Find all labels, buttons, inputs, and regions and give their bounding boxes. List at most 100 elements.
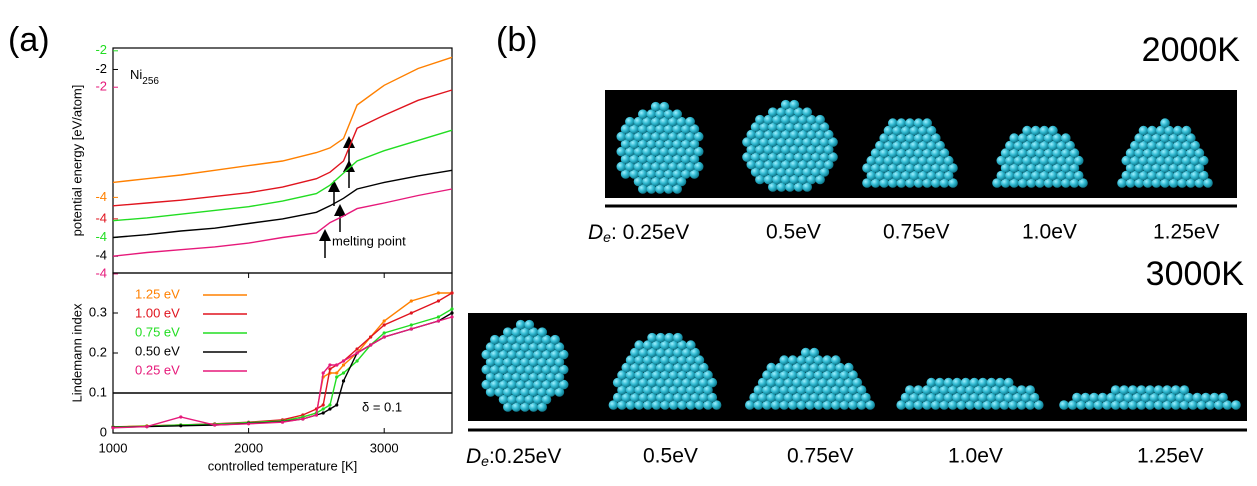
atom bbox=[1018, 163, 1028, 173]
atom bbox=[1012, 392, 1023, 403]
atom bbox=[677, 400, 687, 410]
atom bbox=[1168, 148, 1179, 158]
atom bbox=[1003, 377, 1014, 388]
atom bbox=[822, 370, 832, 380]
series-line bbox=[112, 129, 453, 222]
atom bbox=[768, 182, 778, 192]
atom bbox=[952, 377, 962, 388]
atom bbox=[862, 178, 872, 188]
atom bbox=[1030, 155, 1041, 166]
atom bbox=[770, 385, 781, 395]
atom bbox=[1016, 385, 1027, 395]
legend-label: 0.25 eV bbox=[135, 362, 180, 377]
atom bbox=[1190, 155, 1200, 166]
atom bbox=[668, 400, 679, 410]
atom bbox=[1177, 148, 1187, 158]
atom bbox=[813, 370, 824, 380]
atom bbox=[956, 385, 967, 395]
atom bbox=[1000, 163, 1011, 173]
atom bbox=[511, 372, 522, 382]
atom bbox=[1061, 163, 1071, 173]
atom bbox=[818, 377, 828, 388]
data-point bbox=[328, 407, 332, 411]
atom bbox=[612, 392, 623, 403]
atom bbox=[776, 152, 787, 162]
atom bbox=[1188, 400, 1198, 410]
atom bbox=[905, 385, 915, 395]
atom bbox=[1048, 170, 1058, 181]
atom bbox=[852, 377, 863, 388]
atom bbox=[828, 152, 838, 162]
atom bbox=[772, 144, 782, 155]
atom bbox=[746, 144, 757, 155]
atom bbox=[664, 377, 675, 388]
atom bbox=[909, 170, 920, 181]
atom bbox=[629, 124, 639, 134]
atom bbox=[943, 377, 954, 388]
atom bbox=[1106, 392, 1117, 403]
atom bbox=[969, 392, 980, 403]
y-tick-label: 0.1 bbox=[89, 384, 107, 399]
atom bbox=[798, 144, 808, 155]
atom bbox=[546, 372, 556, 382]
atom bbox=[900, 125, 911, 136]
atom bbox=[494, 387, 505, 397]
atom bbox=[677, 355, 687, 365]
atom bbox=[490, 364, 500, 375]
atom bbox=[515, 349, 526, 360]
atom bbox=[681, 154, 691, 164]
atom bbox=[943, 155, 954, 166]
atom bbox=[991, 385, 1001, 395]
atom bbox=[913, 163, 924, 173]
atom bbox=[772, 174, 782, 185]
data-point bbox=[436, 319, 441, 323]
atom bbox=[503, 357, 513, 367]
atom bbox=[763, 159, 774, 170]
atom bbox=[930, 385, 941, 395]
atom bbox=[647, 377, 657, 388]
atom bbox=[634, 400, 644, 410]
data-point bbox=[328, 403, 332, 407]
atom bbox=[917, 392, 928, 403]
atom bbox=[935, 377, 945, 388]
atom bbox=[676, 161, 687, 172]
atom bbox=[650, 116, 661, 127]
atom bbox=[823, 159, 834, 170]
atom bbox=[802, 182, 812, 192]
atom bbox=[775, 377, 785, 388]
atom bbox=[939, 400, 949, 410]
atom bbox=[819, 167, 830, 177]
atom bbox=[554, 387, 565, 397]
legend-label: 0.50 eV bbox=[135, 343, 180, 358]
atom bbox=[1143, 178, 1153, 188]
atom bbox=[1128, 385, 1138, 395]
atom bbox=[621, 392, 632, 403]
atom bbox=[672, 124, 682, 134]
atom bbox=[969, 377, 980, 388]
atom bbox=[1018, 178, 1028, 188]
atom bbox=[1203, 178, 1213, 188]
atom bbox=[638, 362, 649, 373]
atom bbox=[681, 124, 691, 134]
atom bbox=[750, 122, 761, 132]
atom bbox=[866, 155, 877, 166]
atom bbox=[638, 184, 648, 194]
atom bbox=[515, 379, 526, 390]
atom bbox=[900, 155, 911, 166]
atom bbox=[621, 377, 632, 388]
atom bbox=[629, 169, 639, 179]
atom bbox=[668, 161, 678, 172]
atom bbox=[746, 129, 757, 140]
atom bbox=[655, 332, 666, 343]
atom bbox=[1173, 155, 1183, 166]
atom bbox=[617, 385, 627, 395]
atom bbox=[681, 347, 692, 358]
y-tick-label: -4 bbox=[95, 189, 107, 204]
atom bbox=[655, 184, 665, 194]
atom bbox=[511, 357, 522, 367]
atom bbox=[676, 116, 687, 127]
atom bbox=[650, 131, 661, 142]
atom bbox=[1177, 178, 1187, 188]
atom bbox=[664, 362, 675, 373]
atom bbox=[883, 155, 894, 166]
